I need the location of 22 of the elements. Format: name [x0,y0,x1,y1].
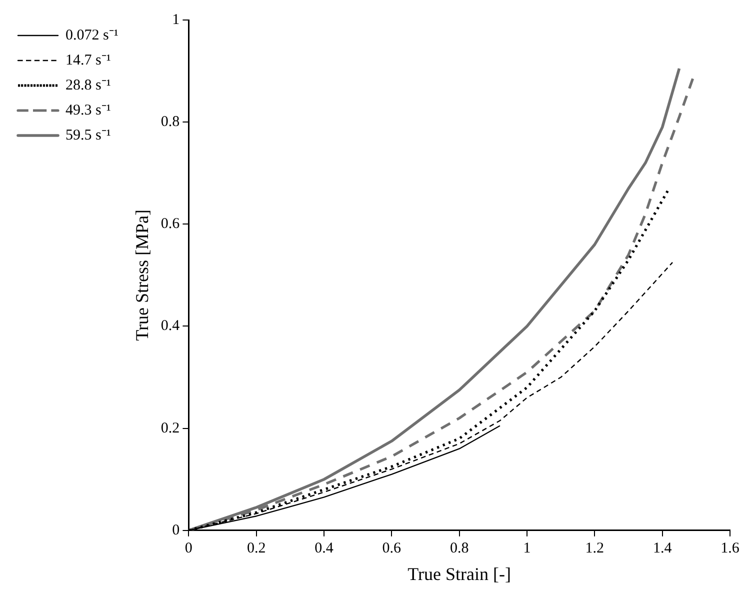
y-tick-label: 0.4 [160,318,180,334]
x-tick-label: 0.8 [450,540,469,556]
x-tick-label: 1.4 [652,540,672,556]
legend-label: 0.072 s⁻¹ [66,27,118,44]
x-axis-title: True Strain [-] [408,564,512,584]
x-tick-label: 1.2 [585,540,604,556]
y-tick-label: 0 [172,522,180,538]
legend-label: 14.7 s⁻¹ [66,52,111,68]
legend-label: 28.8 s⁻¹ [66,77,111,94]
x-tick-label: 1.6 [720,540,740,556]
legend-label: 49.3 s⁻¹ [66,102,111,118]
x-tick-label: 0 [184,540,192,556]
x-tick-label: 0.6 [382,540,402,556]
legend-label: 59.5 s⁻¹ [66,127,111,144]
x-tick-label: 0.2 [246,540,266,556]
y-tick-label: 0.8 [160,114,180,130]
x-tick-label: 0.4 [314,540,334,556]
y-tick-label: 0.6 [160,216,180,232]
y-tick-label: 1 [172,12,180,28]
y-axis-title: True Stress [MPa] [132,210,152,341]
y-tick-label: 0.2 [160,420,180,436]
x-tick-label: 1 [523,540,531,556]
